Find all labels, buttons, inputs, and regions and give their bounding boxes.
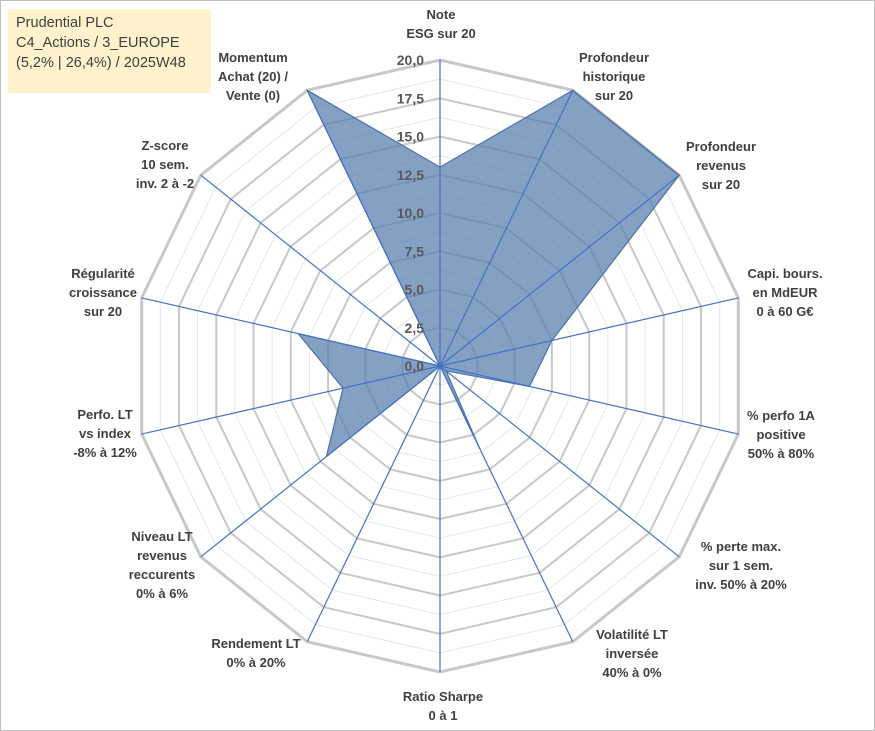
axis-spoke [439, 365, 574, 642]
axis-spoke [439, 297, 739, 367]
category-label: positive [756, 427, 805, 442]
radial-tick-label: 17,5 [397, 90, 424, 106]
category-label: Rendement LT [211, 636, 300, 651]
axis-spoke [141, 365, 441, 435]
category-label: revenus [137, 548, 187, 563]
category-label: % perte max. [701, 539, 781, 554]
category-label: C4_Actions / 3_EUROPE [16, 35, 180, 51]
radial-tick-label: 15,0 [397, 129, 424, 145]
category-label: vs index [79, 426, 132, 441]
category-label: 50% à 80% [748, 446, 815, 461]
category-label: Achat (20) / [218, 69, 288, 84]
category-label: Capi. bours. [747, 266, 822, 281]
series-area [296, 88, 681, 459]
category-label: sur 20 [84, 304, 122, 319]
category-label: 10 sem. [141, 157, 189, 172]
category-label: Ratio Sharpe [403, 689, 483, 704]
axis-spoke [200, 365, 441, 558]
category-label: historique [583, 69, 646, 84]
radial-tick-label: 0,0 [405, 358, 425, 374]
category-label: revenus [696, 158, 746, 173]
category-label: ESG sur 20 [406, 26, 475, 41]
category-label: -8% à 12% [73, 445, 137, 460]
category-label: Volatilité LT [596, 627, 668, 642]
radial-tick-label: 5,0 [405, 282, 425, 298]
category-label: 0 à 1 [429, 708, 458, 723]
category-label: 0% à 20% [226, 655, 286, 670]
category-label: Profondeur [686, 139, 756, 154]
category-label: Profondeur [579, 50, 649, 65]
axis-spoke [306, 90, 441, 367]
category-label: sur 20 [595, 88, 633, 103]
radial-tick-label: 12,5 [397, 167, 424, 183]
category-label: inversée [606, 646, 659, 661]
category-label: inv. 50% à 20% [695, 577, 787, 592]
radial-tick-label: 10,0 [397, 205, 424, 221]
axis-spoke [306, 365, 441, 642]
category-label: inv. 2 à -2 [136, 176, 194, 191]
info-box: Prudential PLC C4_Actions / 3_EUROPE (5,… [8, 9, 211, 93]
category-label: % perfo 1A [747, 408, 816, 423]
category-label: en MdEUR [753, 285, 819, 300]
axis-spoke [439, 365, 680, 558]
axis-spoke [439, 90, 574, 367]
radial-tick-label: 7,5 [405, 243, 425, 259]
axis-spoke [439, 174, 680, 367]
category-label: sur 20 [702, 177, 740, 192]
axis-spoke [439, 365, 739, 435]
category-label: Momentum [218, 50, 287, 65]
axis-spoke [200, 174, 441, 367]
category-label: 0% à 6% [136, 586, 188, 601]
category-label: Perfo. LT [77, 407, 132, 422]
category-label: 40% à 0% [602, 665, 662, 680]
radial-tick-label: 2,5 [405, 320, 425, 336]
category-label: Niveau LT [131, 529, 192, 544]
radial-tick-label: 20,0 [397, 52, 424, 68]
category-label: croissance [69, 285, 137, 300]
category-label: 0 à 60 G€ [756, 304, 813, 319]
category-label: Z-score [142, 138, 189, 153]
category-label: reccurents [129, 567, 195, 582]
category-label: Note [427, 7, 456, 22]
stats-label: (5,2% | 26,4%) / 2025W48 [16, 55, 186, 71]
category-label: sur 1 sem. [709, 558, 773, 573]
company-name: Prudential PLC [16, 15, 114, 31]
axis-spoke [141, 297, 441, 367]
category-label: Régularité [71, 266, 135, 281]
category-label: Vente (0) [226, 88, 280, 103]
